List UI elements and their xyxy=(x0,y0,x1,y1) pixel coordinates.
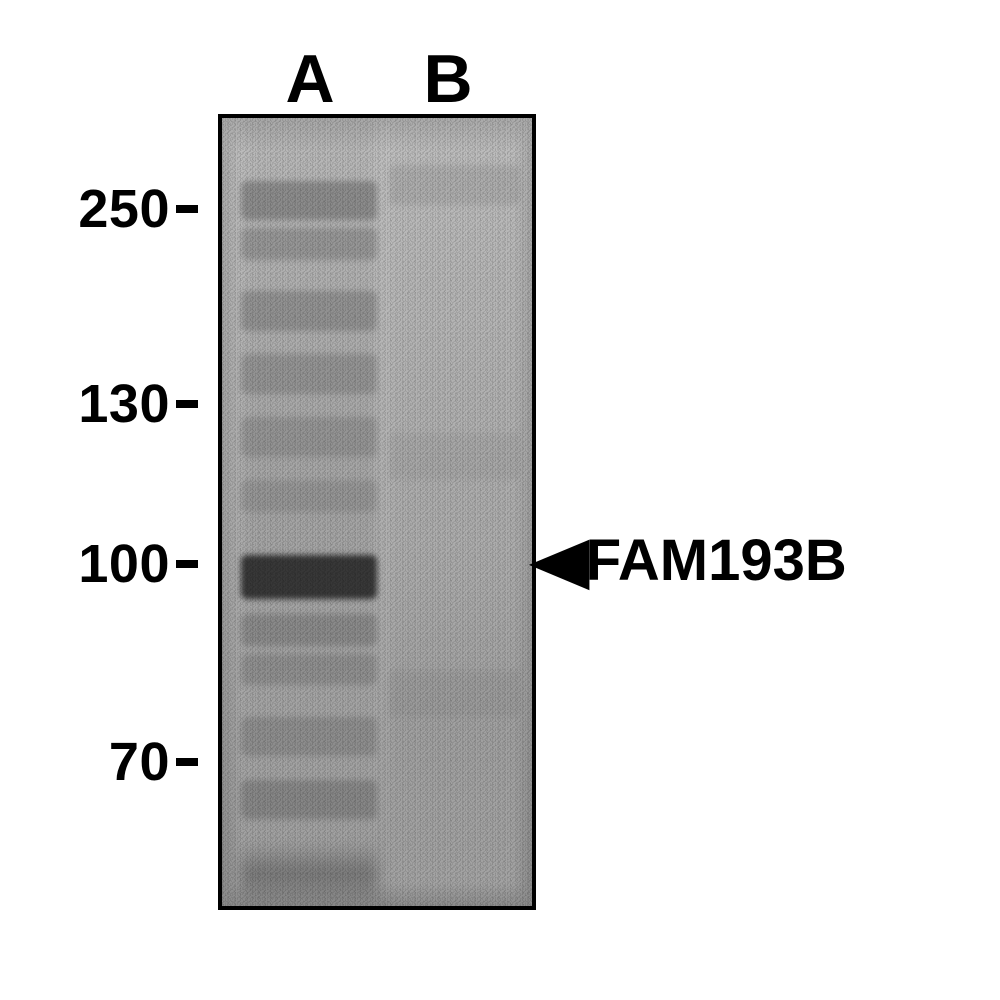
protein-band xyxy=(241,417,377,456)
mw-marker-70: 70 xyxy=(40,731,198,793)
protein-band xyxy=(241,780,377,819)
protein-band-label: ◀ FAM193B xyxy=(536,527,847,594)
mw-value: 100 xyxy=(40,533,170,595)
protein-band xyxy=(241,717,377,756)
protein-band xyxy=(389,433,519,480)
lane-label-B: B xyxy=(418,40,478,118)
lane-A xyxy=(241,118,377,906)
protein-band xyxy=(389,670,519,717)
mw-tick-icon xyxy=(176,205,198,213)
protein-band xyxy=(241,480,377,512)
protein-band xyxy=(241,181,377,220)
protein-band xyxy=(241,354,377,393)
protein-band xyxy=(389,165,519,204)
protein-name: FAM193B xyxy=(586,527,847,594)
mw-tick-icon xyxy=(176,758,198,766)
protein-band xyxy=(241,555,377,598)
protein-band xyxy=(241,228,377,260)
mw-tick-icon xyxy=(176,560,198,568)
arrow-left-icon: ◀ xyxy=(531,530,588,592)
protein-band xyxy=(241,614,377,646)
lane-smear xyxy=(389,551,519,906)
mw-marker-130: 130 xyxy=(40,373,198,435)
mw-value: 70 xyxy=(40,731,170,793)
lane-label-A: A xyxy=(280,40,340,118)
mw-marker-250: 250 xyxy=(40,178,198,240)
mw-marker-100: 100 xyxy=(40,533,198,595)
western-blot-image xyxy=(218,114,536,910)
figure-canvas: AB 250 130 100 70 ◀ FAM193B xyxy=(0,0,1000,1000)
mw-tick-icon xyxy=(176,400,198,408)
protein-band xyxy=(241,654,377,686)
mw-value: 130 xyxy=(40,373,170,435)
mw-value: 250 xyxy=(40,178,170,240)
protein-band xyxy=(241,291,377,330)
lane-B xyxy=(389,118,519,906)
